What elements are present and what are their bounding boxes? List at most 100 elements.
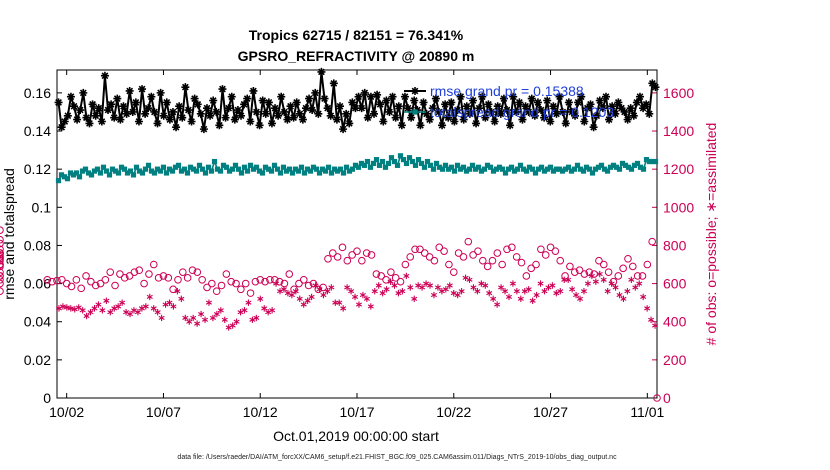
totalspread-point [193, 168, 200, 174]
rmse-point [357, 104, 366, 113]
totalspread-point [340, 170, 347, 176]
rmse-point [543, 96, 552, 105]
obs-assimilated-point [415, 282, 422, 289]
obs-possible-point [159, 272, 168, 280]
obs-assimilated-point [280, 286, 288, 293]
obs-assimilated-point [426, 282, 434, 289]
rmse-point [224, 104, 233, 113]
totalspread-point [118, 164, 125, 170]
obs-possible-point [479, 256, 487, 265]
totalspread-point [388, 155, 395, 161]
obs-possible-point [517, 258, 526, 267]
obs-assimilated-point [273, 280, 280, 287]
totalspread-point [649, 158, 656, 165]
totalspread-point [382, 164, 389, 170]
rmse-point [113, 94, 122, 103]
y-right-tick-label: 600 [663, 276, 687, 292]
rmse-point [642, 100, 651, 109]
rmse-point [100, 71, 109, 80]
rmse-point [425, 115, 434, 124]
obs-possible-point [0, 287, 4, 296]
rmse-point [468, 96, 477, 105]
obs-assimilated-point [320, 291, 327, 299]
obs-assimilated-point [257, 295, 264, 303]
obs-assimilated-point [316, 286, 323, 293]
rmse-point [450, 117, 459, 126]
obs-assimilated-point [99, 307, 106, 314]
rmse-point [546, 117, 555, 126]
rmse-point [635, 92, 644, 101]
obs-possible-point [629, 262, 637, 271]
obs-possible-point [0, 251, 4, 259]
rmse-point [233, 106, 242, 115]
totalspread-point [574, 162, 581, 168]
totalspread-point [451, 168, 458, 174]
totalspread-point [430, 166, 437, 172]
obs-assimilated-point [269, 307, 276, 314]
obs-possible-point [0, 226, 4, 234]
obs-assimilated-point [636, 280, 643, 287]
rmse-point [181, 83, 190, 92]
obs-possible-point [614, 272, 623, 280]
obs-assimilated-point [478, 280, 485, 287]
rmse-point [434, 107, 443, 116]
rmse-point [651, 83, 660, 92]
obs-assimilated-point [359, 291, 366, 299]
totalspread-point [286, 166, 293, 172]
obs-possible-point [82, 272, 90, 280]
y-right-tick-label: 200 [663, 352, 687, 368]
obs-assimilated-point [213, 310, 220, 318]
totalspread-point [589, 170, 596, 176]
obs-assimilated-point [237, 308, 244, 316]
obs-assimilated-point [328, 284, 335, 291]
rmse-point [168, 107, 177, 116]
legend-rmse-marker [404, 87, 426, 95]
obs-assimilated-point [466, 276, 473, 283]
rmse-point [159, 111, 168, 120]
totalspread-point [412, 162, 419, 168]
obs-assimilated-point [632, 284, 639, 291]
obs-assimilated-point [450, 289, 457, 297]
obs-possible-point [0, 239, 4, 248]
obs-possible-point [551, 247, 560, 255]
obs-assimilated-point [225, 324, 232, 331]
rmse-point [586, 100, 595, 109]
obs-assimilated-point [312, 282, 319, 289]
totalspread-point [454, 162, 461, 168]
obs-possible-point [0, 262, 4, 271]
rmse-point [230, 115, 239, 124]
totalspread-point [256, 168, 263, 174]
rmse-point [209, 96, 218, 105]
totalspread-point [184, 170, 191, 176]
obs-possible-point [358, 256, 366, 265]
totalspread-point [631, 162, 638, 168]
obs-assimilated-point [162, 301, 169, 308]
totalspread-point [130, 172, 137, 178]
totalspread-point [169, 168, 176, 174]
totalspread-point [460, 164, 467, 170]
obs-possible-point [541, 251, 550, 259]
obs-possible-point [546, 243, 555, 252]
totalspread-point [103, 168, 110, 174]
rmse-point [332, 115, 341, 124]
obs-possible-point [503, 245, 511, 254]
rmse-point [144, 104, 153, 113]
obs-assimilated-point [158, 314, 165, 322]
obs-possible-point [67, 282, 76, 291]
obs-possible-point [237, 285, 245, 294]
rmse-point [487, 107, 496, 116]
totalspread-point [484, 162, 491, 168]
totalspread-point [385, 160, 392, 167]
totalspread-point [370, 160, 377, 167]
rmse-point [184, 106, 193, 115]
totalspread-point [463, 168, 470, 174]
rmse-point [94, 104, 103, 113]
totalspread-point [238, 170, 245, 176]
rmse-point [335, 102, 344, 111]
totalspread-point [250, 166, 257, 172]
obs-possible-point [261, 277, 269, 286]
y-right-tick-label: 0 [663, 390, 671, 406]
totalspread-point [61, 174, 68, 180]
rmse-point [82, 113, 91, 122]
